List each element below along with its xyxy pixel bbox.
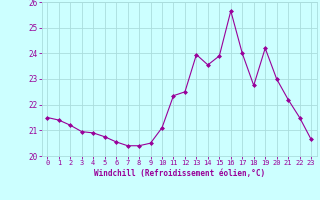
- X-axis label: Windchill (Refroidissement éolien,°C): Windchill (Refroidissement éolien,°C): [94, 169, 265, 178]
